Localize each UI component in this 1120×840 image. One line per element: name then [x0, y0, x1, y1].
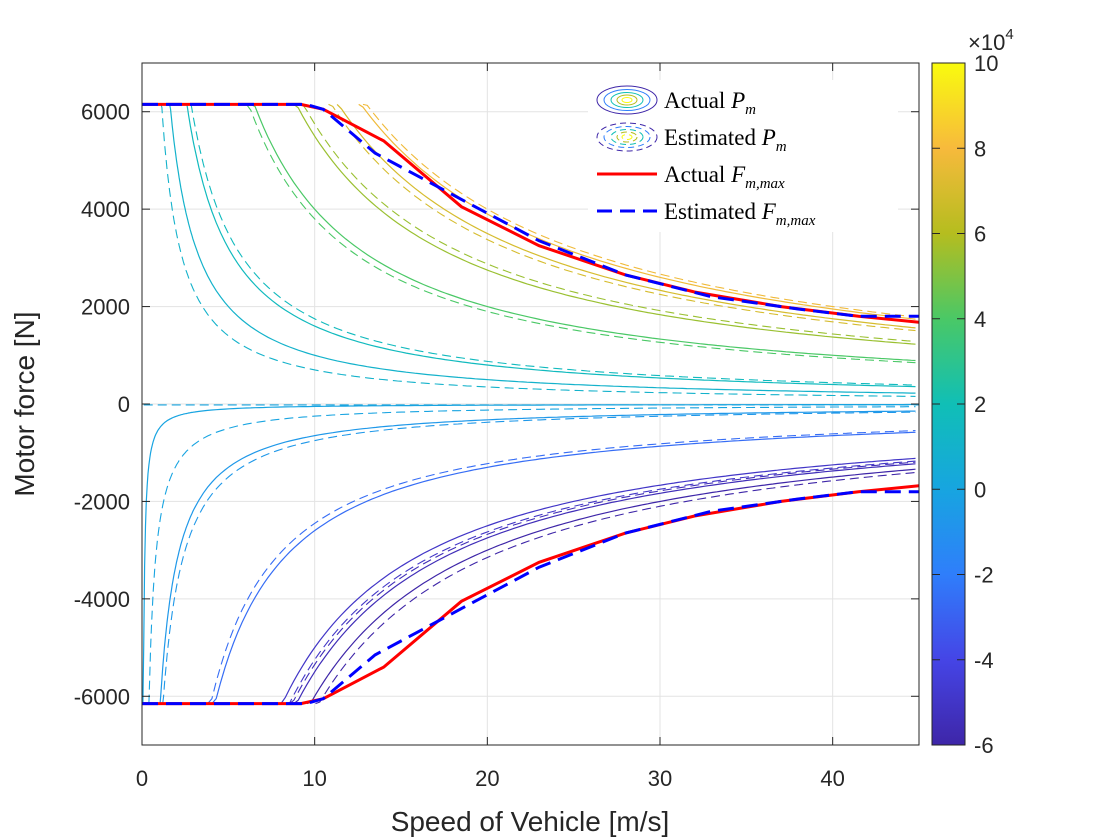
actual-power-contour: [306, 468, 916, 705]
actual-power-contour: [159, 410, 916, 704]
estimated-power-contour: [302, 104, 916, 343]
estimated-power-contour: [289, 461, 916, 705]
legend-label-subscript: m: [776, 139, 787, 155]
x-tick-label: 0: [136, 766, 148, 791]
actual-power-contour: [211, 431, 916, 704]
x-tick-label: 10: [302, 766, 326, 791]
estimated-power-contour: [315, 471, 916, 705]
legend-label: Actual Fm,max: [664, 162, 785, 192]
y-axis-label: Motor force [N]: [9, 311, 40, 496]
estimated-power-contour: [160, 104, 916, 397]
legend-label-text: Estimated: [664, 199, 762, 224]
legend-label-text: Actual: [664, 162, 731, 187]
legend-label-text: Estimated: [664, 125, 762, 150]
colorbar-tick-label: -4: [974, 648, 994, 673]
colorbar-tick-label: 0: [974, 477, 986, 502]
legend-contour-symbol: [610, 129, 644, 145]
fmax-lines: [142, 102, 919, 706]
legend-entry: Actual Pm: [596, 85, 756, 118]
actual-power-contour: [336, 103, 916, 329]
power-contours: [142, 103, 919, 705]
legend-contour-symbol: [610, 92, 644, 108]
colorbar-multiplier: ×104: [968, 26, 1014, 55]
x-tick-label: 40: [820, 766, 844, 791]
estimated-power-contour: [246, 104, 916, 364]
legend-label-text: Actual: [664, 88, 731, 113]
legend-entry: Estimated Pm: [596, 122, 787, 155]
y-tick-label: -2000: [74, 489, 130, 514]
colorbar-tick-label: 8: [974, 136, 986, 161]
actual-power-contour: [358, 103, 916, 320]
legend-contour-symbol: [621, 134, 633, 140]
legend-contour-symbol: [621, 97, 633, 103]
y-tick-label: -6000: [74, 684, 130, 709]
colorbar-tick-label: -2: [974, 563, 994, 588]
legend-label-symbol: P: [730, 88, 745, 113]
legend-label-subscript: m: [745, 102, 756, 118]
colorbar-multiplier-exp: 4: [1005, 26, 1013, 43]
legend-label: Actual Pm: [664, 88, 756, 118]
colorbar-multiplier-base: ×10: [968, 30, 1005, 55]
colorbar-tick-label: 6: [974, 222, 986, 247]
actual-power-contour: [293, 463, 916, 705]
estimated-power-contour: [328, 103, 916, 332]
y-tick-label: 6000: [81, 100, 130, 125]
estimated-power-contour: [362, 103, 916, 318]
estimated-fmax-line-upper: [142, 102, 919, 318]
actual-power-contour: [250, 103, 916, 362]
estimated-power-contour: [162, 411, 916, 704]
legend-entry: Estimated Fm,max: [597, 199, 816, 229]
y-tick-label: 0: [118, 392, 130, 417]
legend-label-subscript: m,max: [776, 213, 816, 229]
legend-contour-symbol: [596, 85, 658, 115]
legend-contour-symbol: [616, 94, 638, 106]
axis-ticks: 0 10 20 30 40 -6000 -4000 -2000 0 2000 4000 6000: [74, 63, 919, 791]
legend-label-subscript: m,max: [745, 176, 785, 192]
actual-power-contour: [293, 103, 916, 345]
colorbar-tick-label: 10: [974, 51, 998, 76]
legend-box: [588, 80, 898, 232]
legend-label: Estimated Pm: [664, 125, 787, 155]
actual-power-contour: [169, 104, 916, 394]
legend-contour-symbol: [596, 122, 658, 152]
y-tick-label: 4000: [81, 197, 130, 222]
legend-label-symbol: F: [761, 199, 777, 224]
legend-label-symbol: F: [730, 162, 746, 187]
legend-label-symbol: P: [761, 125, 776, 150]
estimated-power-contour: [190, 103, 916, 386]
x-tick-label: 20: [475, 766, 499, 791]
y-tick-label: -4000: [74, 587, 130, 612]
legend-contour-symbol: [603, 126, 651, 148]
legend-entry: Actual Fm,max: [597, 162, 785, 192]
colorbar-tick-label: 2: [974, 392, 986, 417]
x-tick-label: 30: [648, 766, 672, 791]
actual-power-contour: [186, 104, 916, 388]
estimated-power-contour: [148, 406, 916, 704]
estimated-power-contour: [285, 460, 916, 705]
legend-contour-symbol: [603, 89, 651, 111]
estimated-fmax-line-lower: [142, 490, 919, 706]
colorbar-tick-label: -6: [974, 733, 994, 758]
estimated-power-contour: [207, 430, 916, 704]
y-tick-label: 2000: [81, 295, 130, 320]
colorbar-tick-label: 4: [974, 307, 986, 332]
legend-label: Estimated Fm,max: [664, 199, 816, 229]
legend-contour-symbol: [616, 131, 638, 143]
actual-power-contour: [280, 457, 916, 704]
x-axis-label: Speed of Vehicle [m/s]: [391, 806, 670, 837]
